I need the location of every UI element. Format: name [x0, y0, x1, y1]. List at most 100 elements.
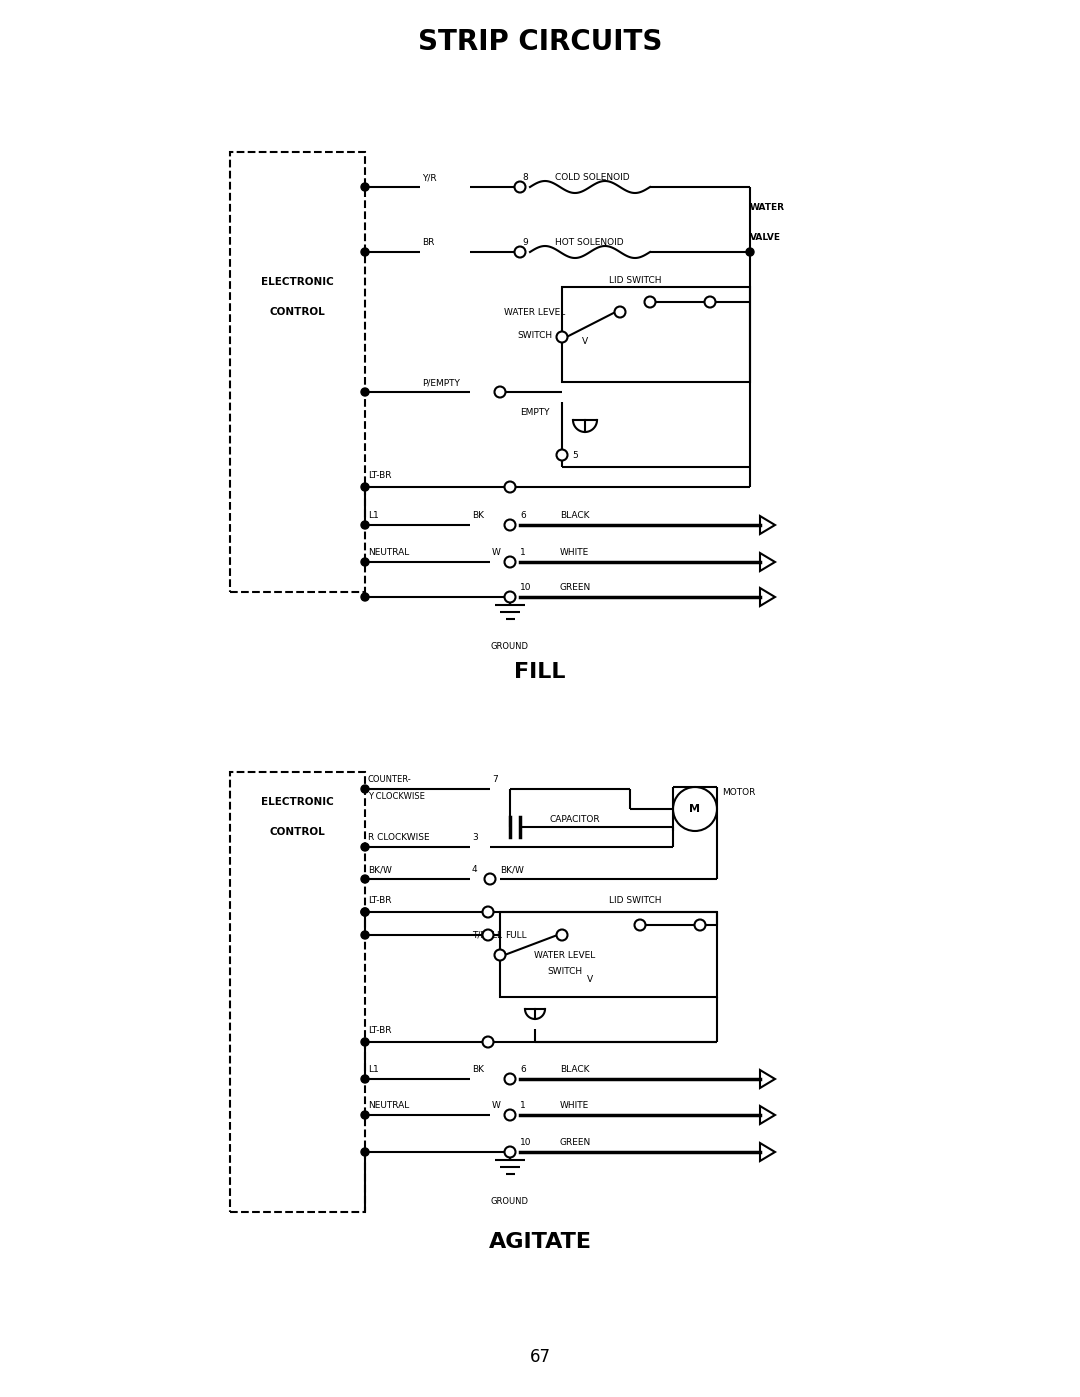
Circle shape	[504, 482, 515, 493]
Text: W: W	[492, 548, 501, 557]
Text: LT-BR: LT-BR	[368, 895, 391, 905]
Circle shape	[635, 919, 646, 930]
Circle shape	[361, 521, 369, 529]
Text: 67: 67	[529, 1348, 551, 1366]
Text: WHITE: WHITE	[561, 548, 590, 557]
Text: LT-BR: LT-BR	[368, 1025, 391, 1035]
Text: CONTROL: CONTROL	[269, 827, 325, 837]
Circle shape	[504, 591, 515, 602]
Text: VALVE: VALVE	[750, 232, 781, 242]
Text: WHITE: WHITE	[561, 1101, 590, 1111]
Circle shape	[361, 785, 369, 793]
Text: BK: BK	[472, 511, 484, 520]
Text: 9: 9	[522, 237, 528, 247]
Text: AGITATE: AGITATE	[488, 1232, 592, 1252]
Circle shape	[483, 929, 494, 940]
Circle shape	[361, 557, 369, 566]
Text: Y/R: Y/R	[422, 173, 436, 182]
Text: BLACK: BLACK	[561, 511, 590, 520]
Circle shape	[495, 387, 505, 398]
Text: NEUTRAL: NEUTRAL	[368, 548, 409, 557]
Text: 7: 7	[492, 775, 498, 784]
Text: GROUND: GROUND	[491, 1197, 529, 1206]
Text: BR: BR	[422, 237, 434, 247]
Circle shape	[361, 908, 369, 916]
Circle shape	[361, 483, 369, 490]
Text: FULL: FULL	[505, 930, 527, 940]
Circle shape	[361, 875, 369, 883]
Circle shape	[556, 331, 567, 342]
Text: BK/W: BK/W	[368, 865, 392, 875]
Text: ELECTRONIC: ELECTRONIC	[260, 798, 334, 807]
Text: WATER: WATER	[750, 203, 785, 211]
Bar	[230, 152, 365, 592]
Circle shape	[483, 1037, 494, 1048]
Text: LT-BR: LT-BR	[368, 471, 391, 481]
Circle shape	[361, 1111, 369, 1119]
Circle shape	[361, 1038, 369, 1046]
Text: L1: L1	[368, 511, 379, 520]
Text: Y CLOCKWISE: Y CLOCKWISE	[368, 792, 424, 800]
Text: 1: 1	[519, 1101, 526, 1111]
Text: LID SWITCH: LID SWITCH	[609, 895, 661, 905]
Text: EMPTY: EMPTY	[521, 408, 550, 416]
Circle shape	[615, 306, 625, 317]
Circle shape	[504, 556, 515, 567]
Text: 4: 4	[472, 865, 477, 875]
Text: 10: 10	[519, 1139, 531, 1147]
Circle shape	[361, 908, 369, 916]
Circle shape	[556, 450, 567, 461]
Text: BLACK: BLACK	[561, 1065, 590, 1074]
Circle shape	[361, 1076, 369, 1083]
Text: SWITCH: SWITCH	[517, 331, 553, 339]
Text: BK: BK	[472, 1065, 484, 1074]
Circle shape	[483, 907, 494, 918]
Text: FILL: FILL	[514, 662, 566, 682]
Circle shape	[504, 1073, 515, 1084]
Circle shape	[704, 296, 715, 307]
Text: WATER LEVEL: WATER LEVEL	[504, 307, 566, 317]
Bar	[562, 286, 750, 381]
Text: 5: 5	[572, 450, 578, 460]
Circle shape	[514, 246, 526, 257]
Circle shape	[504, 1109, 515, 1120]
Text: 6: 6	[519, 511, 526, 520]
Text: GREEN: GREEN	[561, 1139, 591, 1147]
Circle shape	[361, 249, 369, 256]
Text: COLD SOLENOID: COLD SOLENOID	[555, 173, 630, 182]
Text: V: V	[582, 338, 589, 346]
Text: LID SWITCH: LID SWITCH	[609, 277, 661, 285]
Text: 10: 10	[519, 583, 531, 592]
Circle shape	[694, 919, 705, 930]
Circle shape	[645, 296, 656, 307]
Circle shape	[361, 1148, 369, 1155]
Text: GROUND: GROUND	[491, 643, 529, 651]
Text: NEUTRAL: NEUTRAL	[368, 1101, 409, 1111]
Circle shape	[495, 950, 505, 961]
Circle shape	[361, 388, 369, 395]
Circle shape	[361, 842, 369, 851]
Text: 1: 1	[519, 548, 526, 557]
Text: T/FULL: T/FULL	[472, 930, 502, 940]
Text: MOTOR: MOTOR	[723, 788, 755, 798]
Circle shape	[504, 520, 515, 531]
Text: HOT SOLENOID: HOT SOLENOID	[555, 237, 623, 247]
Text: STRIP CIRCUITS: STRIP CIRCUITS	[418, 28, 662, 56]
Text: 3: 3	[472, 833, 477, 842]
Text: R CLOCKWISE: R CLOCKWISE	[368, 833, 430, 842]
Circle shape	[361, 930, 369, 939]
Circle shape	[504, 1147, 515, 1158]
Text: BK/W: BK/W	[500, 865, 524, 875]
Bar	[500, 912, 717, 997]
Text: M: M	[689, 805, 701, 814]
Bar	[230, 773, 365, 1213]
Text: 6: 6	[519, 1065, 526, 1074]
Text: WATER LEVEL: WATER LEVEL	[535, 950, 596, 960]
Circle shape	[485, 873, 496, 884]
Text: V: V	[586, 975, 593, 983]
Text: P/EMPTY: P/EMPTY	[422, 379, 460, 387]
Circle shape	[361, 183, 369, 191]
Text: W: W	[492, 1101, 501, 1111]
Circle shape	[361, 592, 369, 601]
Circle shape	[746, 249, 754, 256]
